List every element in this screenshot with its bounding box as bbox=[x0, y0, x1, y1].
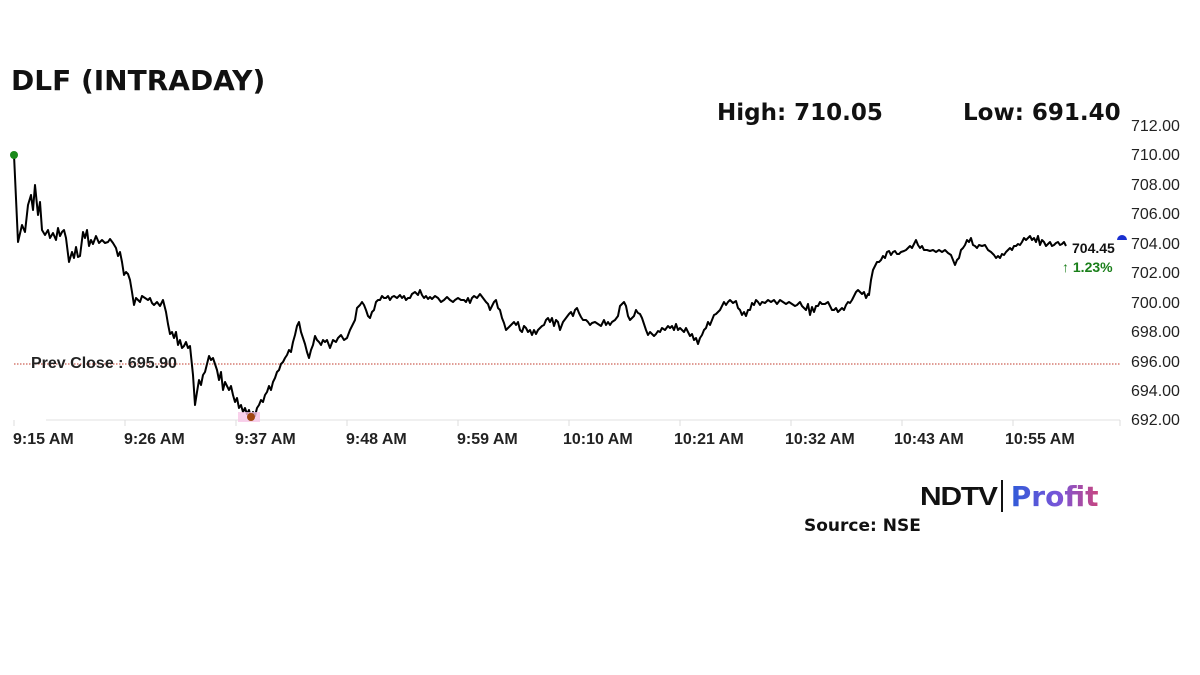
logo-ndtv-text: NDTV bbox=[920, 480, 998, 511]
x-tick-1055: 10:55 AM bbox=[1005, 431, 1075, 448]
x-tick-0937: 9:37 AM bbox=[235, 431, 296, 448]
y-tick-692: 692.00 bbox=[1131, 412, 1180, 429]
x-tick-1032: 10:32 AM bbox=[785, 431, 855, 448]
x-tick-marks bbox=[13, 420, 1121, 426]
open-point-marker bbox=[10, 151, 18, 159]
y-tick-706: 706.00 bbox=[1131, 206, 1180, 223]
x-tick-1010: 10:10 AM bbox=[563, 431, 633, 448]
y-tick-696: 696.00 bbox=[1131, 354, 1180, 371]
x-tick-0926: 9:26 AM bbox=[124, 431, 185, 448]
x-tick-1021: 10:21 AM bbox=[674, 431, 744, 448]
x-tick-0948: 9:48 AM bbox=[346, 431, 407, 448]
y-tick-702: 702.00 bbox=[1131, 265, 1180, 282]
last-point-marker bbox=[1117, 235, 1127, 240]
day-high: High: 710.05 bbox=[717, 100, 883, 126]
x-tick-1043: 10:43 AM bbox=[894, 431, 964, 448]
y-tick-710: 710.00 bbox=[1131, 147, 1180, 164]
y-tick-700: 700.00 bbox=[1131, 295, 1180, 312]
y-tick-708: 708.00 bbox=[1131, 177, 1180, 194]
price-line bbox=[13, 154, 1067, 419]
y-tick-704: 704.00 bbox=[1131, 236, 1180, 253]
prev-close-label: Prev Close : 695.90 bbox=[31, 355, 177, 372]
low-point-marker bbox=[247, 413, 255, 421]
y-tick-698: 698.00 bbox=[1131, 324, 1180, 341]
source-label: Source: NSE bbox=[804, 516, 921, 536]
day-low: Low: 691.40 bbox=[963, 100, 1121, 126]
logo-divider bbox=[1000, 480, 1003, 512]
last-price-label: 704.45 bbox=[1072, 240, 1115, 256]
x-tick-0959: 9:59 AM bbox=[457, 431, 518, 448]
x-tick-0915: 9:15 AM bbox=[13, 431, 74, 448]
ndtv-profit-logo: NDTV Profit bbox=[920, 478, 1099, 514]
y-tick-712: 712.00 bbox=[1131, 118, 1180, 135]
y-tick-694: 694.00 bbox=[1131, 383, 1180, 400]
change-percent-label: ↑ 1.23% bbox=[1062, 259, 1113, 275]
logo-profit-text: Profit bbox=[1010, 479, 1099, 513]
chart-title: DLF (INTRADAY) bbox=[11, 64, 266, 97]
